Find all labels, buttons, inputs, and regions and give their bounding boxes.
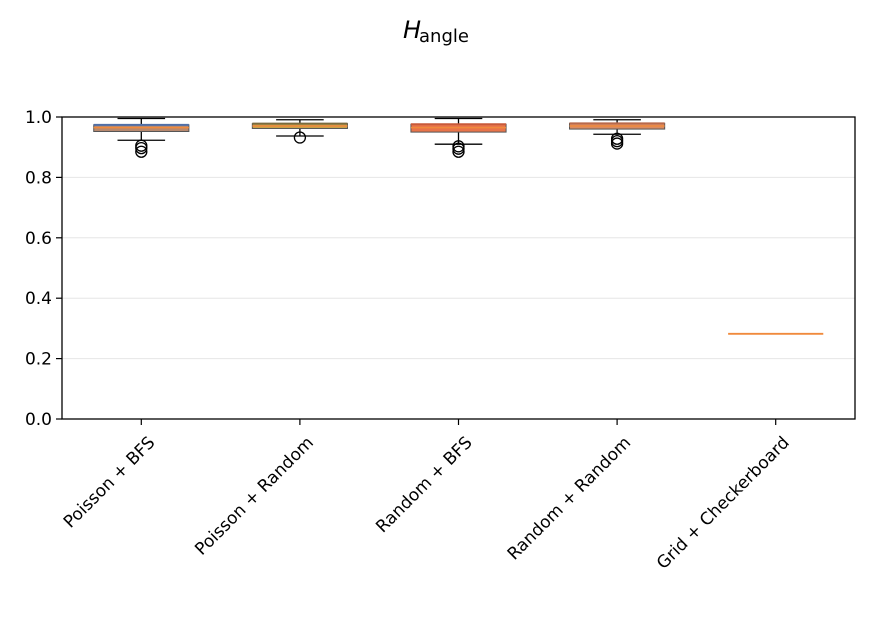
x-tick-label: Poisson + BFS: [60, 433, 159, 532]
chart-title-subscript: angle: [419, 26, 469, 47]
box-4: [569, 119, 666, 150]
outlier-point: [293, 131, 307, 144]
x-tick-label: Random + Random: [504, 433, 635, 564]
y-tick-label: 0.2: [25, 350, 52, 370]
x-tick-label: Random + BFS: [372, 433, 476, 537]
y-tick-label: 0.8: [25, 168, 52, 188]
outlier-point: [135, 145, 148, 158]
outlier-point: [610, 137, 624, 150]
gridlines: [62, 176, 855, 360]
outlier-point: [610, 135, 624, 148]
chart-title: H angle: [403, 16, 469, 47]
box-1: [93, 117, 190, 158]
y-tick-label: 1.0: [25, 108, 52, 128]
outlier-point: [452, 145, 465, 158]
outlier-point: [610, 132, 624, 145]
box-3: [410, 117, 507, 158]
y-tick-label: 0.0: [25, 410, 52, 430]
chart-title-main: H: [403, 16, 421, 44]
outlier-point: [452, 142, 465, 155]
y-tick-label: 0.6: [25, 229, 52, 249]
y-tick-label: 0.4: [25, 289, 52, 309]
x-tick-label: Poisson + Random: [191, 433, 318, 560]
outlier-point: [135, 141, 148, 155]
box-2: [251, 119, 348, 144]
box-group: [93, 117, 824, 335]
plot-frame: [61, 116, 856, 420]
x-tick-label: Grid + Checkerboard: [653, 433, 794, 574]
